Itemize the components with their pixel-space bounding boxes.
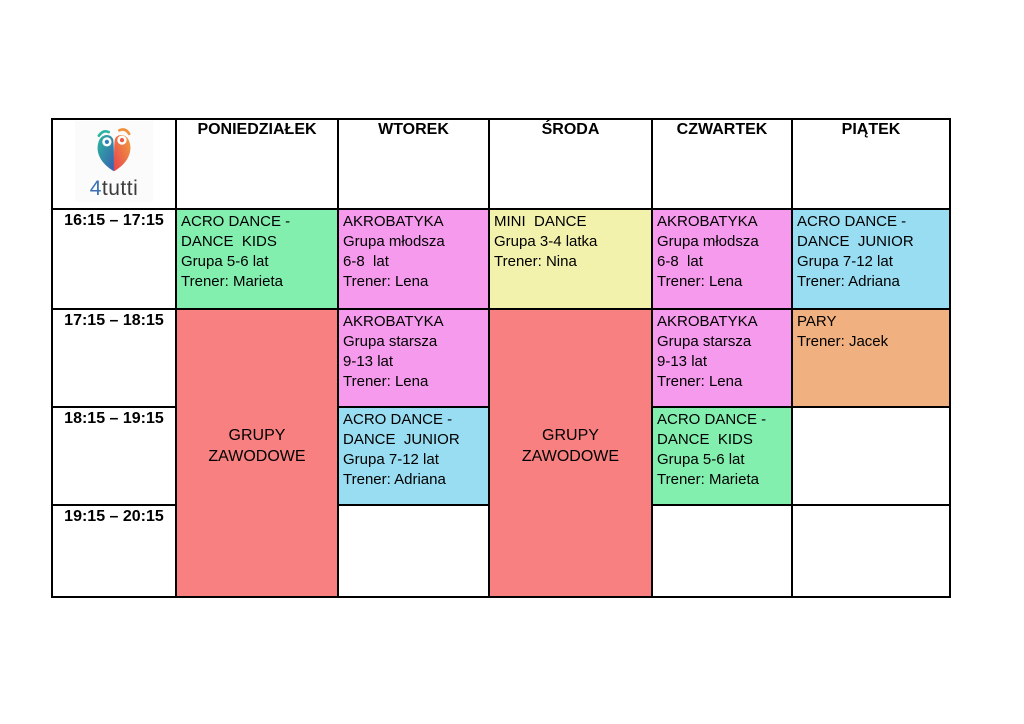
day-header-thursday: CZWARTEK — [651, 118, 793, 210]
lesson-thursday-1815-acro-dance-kids: ACRO DANCE - DANCE KIDS Grupa 5-6 lat Tr… — [651, 406, 793, 506]
lesson-tuesday-1615-akrobatyka-mlodsza: AKROBATYKA Grupa młodsza 6-8 lat Trener:… — [337, 208, 490, 310]
empty-cell-friday-1815 — [791, 406, 951, 506]
day-header-wednesday: ŚRODA — [488, 118, 653, 210]
brand-name-suffix: tutti — [101, 177, 139, 200]
brand-name-prefix: 4 — [89, 177, 102, 200]
lesson-friday-1715-pary: PARY Trener: Jacek — [791, 308, 951, 408]
empty-cell-tuesday-1915 — [337, 504, 490, 598]
time-slot-1815: 18:15 – 19:15 — [51, 406, 177, 506]
schedule-table: 4tutti PONIEDZIAŁEK WTOREK ŚRODA CZWARTE… — [51, 118, 951, 598]
time-slot-1615: 16:15 – 17:15 — [51, 208, 177, 310]
logo-cell: 4tutti — [51, 118, 177, 210]
lesson-wednesday-1615-mini-dance: MINI DANCE Grupa 3-4 latka Trener: Nina — [488, 208, 653, 310]
day-header-tuesday: WTOREK — [337, 118, 490, 210]
lesson-monday-1615-acro-dance-kids: ACRO DANCE - DANCE KIDS Grupa 5-6 lat Tr… — [175, 208, 339, 310]
lesson-tuesday-1815-acro-dance-junior: ACRO DANCE - DANCE JUNIOR Grupa 7-12 lat… — [337, 406, 490, 506]
lesson-tuesday-1715-akrobatyka-starsza: AKROBATYKA Grupa starsza 9-13 lat Trener… — [337, 308, 490, 408]
brand-name: 4tutti — [85, 178, 143, 200]
lesson-wednesday-grupy-zawodowe: GRUPY ZAWODOWE — [488, 308, 653, 598]
row-1915: 19:15 – 20:15 — [51, 504, 951, 598]
time-slot-1715: 17:15 – 18:15 — [51, 308, 177, 408]
brand-logo: 4tutti — [75, 121, 153, 202]
row-1815: 18:15 – 19:15 ACRO DANCE - DANCE JUNIOR … — [51, 406, 951, 506]
grupy-zawodowe-label-wrap: GRUPY ZAWODOWE — [491, 350, 650, 542]
lesson-monday-grupy-zawodowe: GRUPY ZAWODOWE — [175, 308, 339, 598]
empty-cell-friday-1915 — [791, 504, 951, 598]
row-1615: 16:15 – 17:15 ACRO DANCE - DANCE KIDS Gr… — [51, 208, 951, 310]
empty-cell-thursday-1915 — [651, 504, 793, 598]
lesson-friday-1615-acro-dance-junior: ACRO DANCE - DANCE JUNIOR Grupa 7-12 lat… — [791, 208, 951, 310]
grupy-zawodowe-label-wrap: GRUPY ZAWODOWE — [178, 350, 336, 542]
day-header-monday: PONIEDZIAŁEK — [175, 118, 339, 210]
lesson-thursday-1715-akrobatyka-starsza: AKROBATYKA Grupa starsza 9-13 lat Trener… — [651, 308, 793, 408]
header-row: 4tutti PONIEDZIAŁEK WTOREK ŚRODA CZWARTE… — [51, 118, 951, 210]
time-slot-1915: 19:15 – 20:15 — [51, 504, 177, 598]
grupy-zawodowe-label: GRUPY ZAWODOWE — [208, 427, 306, 465]
day-header-friday: PIĄTEK — [791, 118, 951, 210]
row-1715: 17:15 – 18:15 GRUPY ZAWODOWE AKROBATYKA … — [51, 308, 951, 598]
lesson-thursday-1615-akrobatyka-mlodsza: AKROBATYKA Grupa młodsza 6-8 lat Trener:… — [651, 208, 793, 310]
grupy-zawodowe-label: GRUPY ZAWODOWE — [521, 427, 620, 465]
brand-logo-icon — [97, 128, 131, 172]
